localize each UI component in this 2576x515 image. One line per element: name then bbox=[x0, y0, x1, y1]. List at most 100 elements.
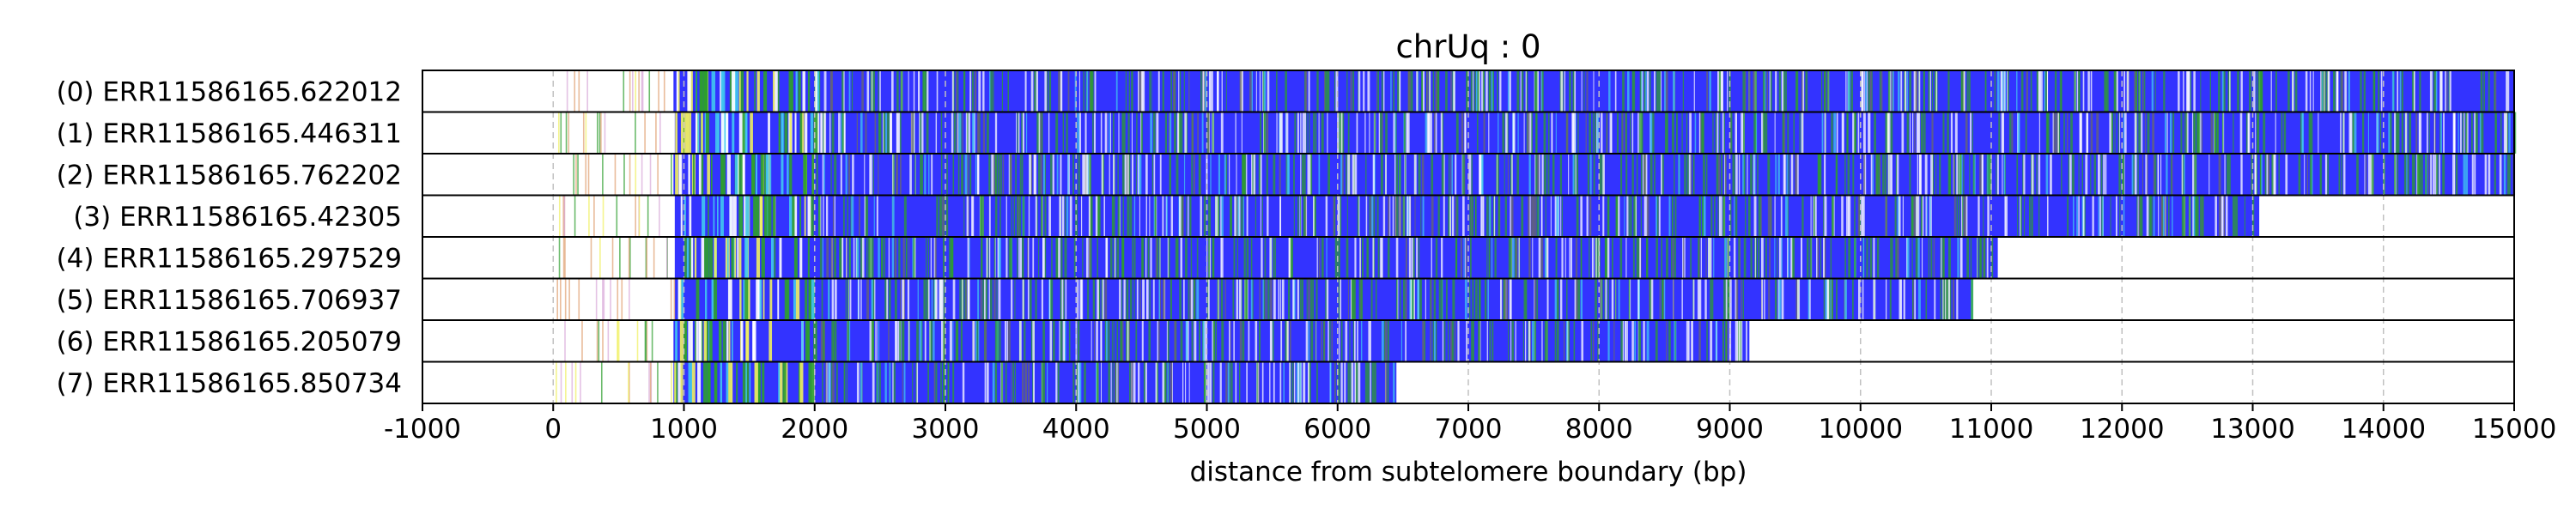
feature-stripe bbox=[2261, 154, 2263, 196]
feature-stripe bbox=[1168, 237, 1170, 279]
feature-stripe bbox=[1044, 154, 1047, 196]
feature-stripe bbox=[821, 278, 823, 320]
feature-stripe bbox=[1069, 195, 1072, 237]
feature-stripe bbox=[2275, 70, 2277, 112]
feature-stripe bbox=[769, 278, 773, 320]
feature-stripe bbox=[1533, 195, 1534, 237]
feature-stripe bbox=[2399, 70, 2402, 112]
feature-stripe bbox=[1554, 195, 1557, 237]
feature-stripe bbox=[990, 70, 992, 112]
feature-stripe bbox=[674, 361, 677, 403]
feature-stripe bbox=[931, 154, 933, 196]
feature-stripe bbox=[808, 278, 811, 320]
feature-stripe bbox=[1599, 154, 1602, 196]
feature-stripe bbox=[1956, 195, 1959, 237]
feature-stripe bbox=[1109, 112, 1111, 154]
feature-stripe bbox=[1987, 195, 1990, 237]
feature-stripe bbox=[1084, 361, 1086, 403]
feature-stripe bbox=[1715, 112, 1717, 154]
feature-stripe bbox=[649, 154, 652, 196]
feature-stripe bbox=[1159, 237, 1161, 279]
feature-stripe bbox=[1595, 237, 1597, 279]
feature-stripe bbox=[2446, 70, 2448, 112]
feature-stripe bbox=[1381, 320, 1384, 362]
feature-stripe bbox=[1919, 154, 1923, 196]
feature-stripe bbox=[2019, 195, 2022, 237]
feature-stripe bbox=[1189, 278, 1192, 320]
feature-stripe bbox=[1487, 278, 1489, 320]
feature-stripe bbox=[1621, 112, 1624, 154]
feature-stripe bbox=[560, 112, 562, 154]
feature-stripe bbox=[1378, 112, 1381, 154]
feature-stripe bbox=[1644, 195, 1648, 237]
feature-stripe bbox=[1085, 154, 1089, 196]
feature-stripe bbox=[864, 195, 866, 237]
feature-stripe bbox=[1928, 70, 1930, 112]
feature-stripe bbox=[788, 70, 792, 112]
feature-stripe bbox=[1048, 195, 1051, 237]
feature-stripe bbox=[1040, 154, 1043, 196]
feature-stripe bbox=[738, 195, 740, 237]
feature-stripe bbox=[1060, 70, 1062, 112]
feature-stripe bbox=[1554, 278, 1558, 320]
feature-stripe bbox=[702, 195, 706, 237]
feature-stripe bbox=[2045, 112, 2049, 154]
feature-stripe bbox=[1826, 70, 1830, 112]
feature-stripe bbox=[1900, 70, 1903, 112]
feature-stripe bbox=[1259, 70, 1261, 112]
feature-stripe bbox=[1184, 112, 1188, 154]
feature-stripe bbox=[781, 112, 784, 154]
feature-stripe bbox=[1289, 361, 1291, 403]
feature-stripe bbox=[2433, 112, 2435, 154]
feature-stripe bbox=[1242, 154, 1245, 196]
feature-stripe bbox=[1724, 237, 1727, 279]
feature-stripe bbox=[1734, 195, 1735, 237]
feature-stripe bbox=[617, 320, 618, 362]
feature-stripe bbox=[1091, 195, 1093, 237]
feature-stripe bbox=[1704, 278, 1707, 320]
feature-stripe bbox=[2266, 154, 2269, 196]
feature-stripe bbox=[1639, 70, 1642, 112]
feature-stripe bbox=[1470, 195, 1473, 237]
feature-stripe bbox=[1607, 278, 1609, 320]
feature-stripe bbox=[1535, 70, 1538, 112]
feature-stripe bbox=[1525, 70, 1527, 112]
feature-stripe bbox=[588, 195, 590, 237]
feature-stripe bbox=[825, 195, 829, 237]
feature-stripe bbox=[1420, 195, 1422, 237]
feature-stripe bbox=[1522, 70, 1524, 112]
feature-stripe bbox=[1342, 154, 1344, 196]
feature-stripe bbox=[2168, 195, 2170, 237]
feature-stripe bbox=[2426, 112, 2428, 154]
feature-stripe bbox=[1640, 154, 1643, 196]
feature-stripe bbox=[2197, 112, 2199, 154]
feature-stripe bbox=[1126, 320, 1127, 362]
feature-stripe bbox=[1479, 278, 1481, 320]
feature-stripe bbox=[1710, 278, 1711, 320]
feature-stripe bbox=[1338, 361, 1340, 403]
read-block bbox=[673, 361, 1397, 403]
feature-stripe bbox=[1132, 237, 1133, 279]
feature-stripe bbox=[1716, 112, 1719, 154]
feature-stripe bbox=[1472, 278, 1474, 320]
feature-stripe bbox=[1820, 70, 1823, 112]
feature-stripe bbox=[962, 278, 963, 320]
feature-stripe bbox=[858, 278, 860, 320]
feature-stripe bbox=[1618, 195, 1620, 237]
feature-stripe bbox=[2373, 70, 2375, 112]
feature-stripe bbox=[2462, 112, 2464, 154]
feature-stripe bbox=[1507, 70, 1510, 112]
feature-stripe bbox=[1914, 278, 1917, 320]
feature-stripe bbox=[1575, 154, 1577, 196]
feature-stripe bbox=[1089, 154, 1091, 196]
feature-stripe bbox=[2135, 70, 2137, 112]
feature-stripe bbox=[1170, 70, 1173, 112]
feature-stripe bbox=[1259, 278, 1261, 320]
feature-stripe bbox=[701, 237, 705, 279]
feature-stripe bbox=[635, 70, 637, 112]
feature-stripe bbox=[1540, 237, 1544, 279]
feature-stripe bbox=[2144, 112, 2146, 154]
feature-stripe bbox=[1709, 70, 1711, 112]
feature-stripe bbox=[1242, 195, 1244, 237]
feature-stripe bbox=[1520, 70, 1522, 112]
